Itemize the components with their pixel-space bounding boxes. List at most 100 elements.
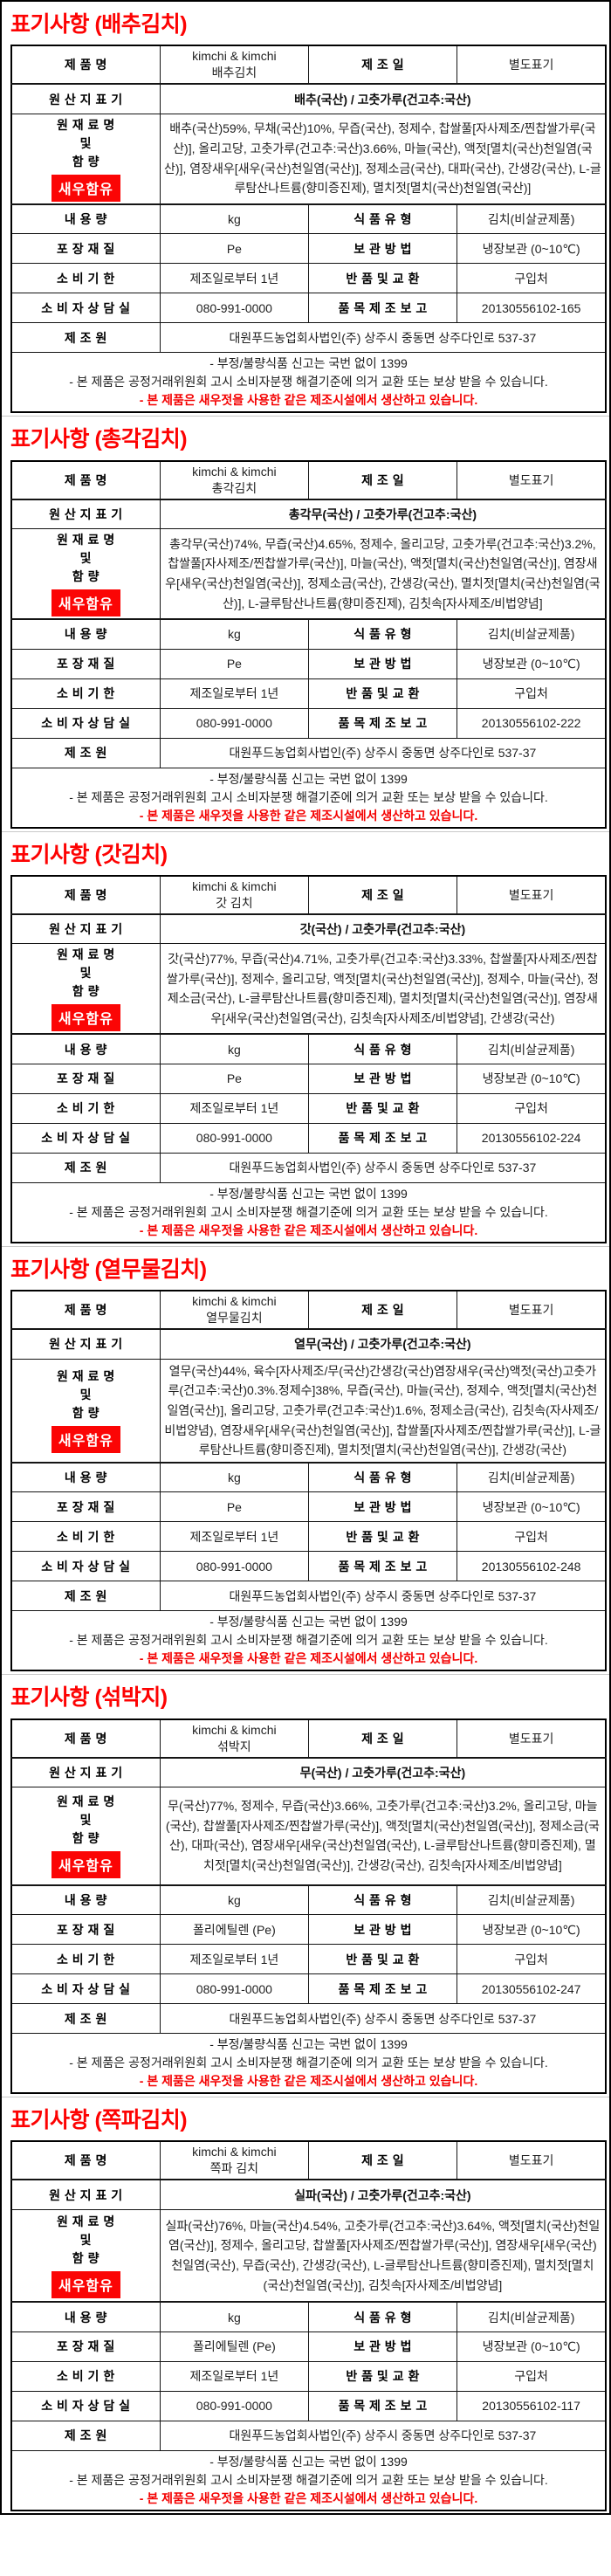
- note-line-report: - 부정/불량식품 신고는 국번 없이 1399: [209, 1186, 408, 1201]
- shrimp-allergy-badge: 새우함유: [51, 1004, 120, 1032]
- table-row: 내 용 량 kg 식 품 유 형 김치(비살균제품): [10, 203, 607, 235]
- packaging-value: 폴리에틸렌 (Pe): [159, 2331, 310, 2362]
- ingredients-label-line2: 및: [79, 966, 93, 981]
- section-divider: [2, 1245, 609, 1247]
- table-row: 소 비 자 상 담 실 080-991-0000 품 목 제 조 보 고 201…: [10, 707, 607, 739]
- table-row: 소 비 자 상 담 실 080-991-0000 품 목 제 조 보 고 201…: [10, 1122, 607, 1154]
- returns-label: 반 품 및 교 환: [307, 1092, 458, 1124]
- ingredients-label-line3: 함 량: [72, 984, 100, 999]
- table-row: 소 비 자 상 담 실 080-991-0000 품 목 제 조 보 고 201…: [10, 1551, 607, 1582]
- table-row: 포 장 재 질 Pe 보 관 방 법 냉장보관 (0~10℃): [10, 233, 607, 265]
- origin-label: 원 산 지 표 기: [10, 913, 161, 945]
- hotline-label: 소 비 자 상 담 실: [10, 2390, 161, 2421]
- manufacturer-value: 대원푸드농업회사법인(주) 상주시 중동면 상주다인로 537-37: [159, 1581, 607, 1612]
- packaging-label: 포 장 재 질: [10, 2331, 161, 2362]
- storage-value: 냉장보관 (0~10℃): [457, 1063, 607, 1094]
- manufacturer-value: 대원푸드농업회사법인(주) 상주시 중동면 상주다인로 537-37: [159, 737, 607, 768]
- ingredients-label-line1: 원 재 료 명: [57, 533, 115, 547]
- returns-value: 구입처: [457, 1092, 607, 1124]
- returns-value: 구입처: [457, 2360, 607, 2392]
- net-weight-value: kg: [159, 2301, 310, 2332]
- table-row: 포 장 재 질 폴리에틸렌 (Pe) 보 관 방 법 냉장보관 (0~10℃): [10, 1914, 607, 1946]
- hotline-label: 소 비 자 상 담 실: [10, 1551, 161, 1582]
- net-weight-value: kg: [159, 618, 310, 650]
- section-divider: [2, 416, 609, 417]
- manufacturer-value: 대원푸드농업회사법인(주) 상주시 중동면 상주다인로 537-37: [159, 2003, 607, 2035]
- section-divider: [2, 830, 609, 832]
- table-row: - 부정/불량식품 신고는 국번 없이 1399 - 본 제품은 공정거래위원회…: [10, 767, 607, 828]
- note-line-shrimp-facility: - 본 제품은 새우젓을 사용한 같은 제조시설에서 생산하고 있습니다.: [139, 1223, 478, 1237]
- product-name-value: kimchi & kimchi 갓 김치: [159, 875, 310, 915]
- shrimp-allergy-badge: 새우함유: [51, 174, 120, 202]
- product-name-en: kimchi & kimchi: [192, 1294, 277, 1308]
- note-line-report: - 부정/불량식품 신고는 국번 없이 1399: [209, 2037, 408, 2052]
- hotline-value: 080-991-0000: [159, 1551, 310, 1582]
- origin-value: 실파(국산) / 고춧가루(건고추:국산): [159, 2179, 607, 2210]
- packaging-value: 폴리에틸렌 (Pe): [159, 1914, 310, 1946]
- food-type-value: 김치(비살균제품): [457, 1033, 607, 1064]
- product-name-kr: 쪽파 김치: [209, 2161, 259, 2176]
- ingredients-value: 배추(국산)59%, 무채(국산)10%, 무즙(국산), 정제수, 찹쌀풀[자…: [159, 113, 607, 205]
- food-type-value: 김치(비살균제품): [457, 1462, 607, 1493]
- product-name-en: kimchi & kimchi: [192, 49, 277, 64]
- shrimp-allergy-badge: 새우함유: [51, 589, 120, 616]
- origin-value: 총각무(국산) / 고춧가루(건고추:국산): [159, 499, 607, 529]
- ingredients-label-line1: 원 재 료 명: [57, 1794, 115, 1809]
- product-name-kr: 총각김치: [211, 480, 257, 495]
- hotline-label: 소 비 자 상 담 실: [10, 293, 161, 324]
- report-no-value: 20130556102-224: [457, 1122, 607, 1154]
- section-baechu-kimchi: 표기사항 (배추김치) 제 품 명 kimchi & kimchi 배추김치 제…: [2, 11, 609, 417]
- origin-label: 원 산 지 표 기: [10, 1757, 161, 1788]
- table-row: 원 재 료 명 및 함 량 새우함유 열무(국산)44%, 육수[자사제조/무(…: [10, 1358, 607, 1464]
- table-row: 원 재 료 명 및 함 량 새우함유 실파(국산)76%, 마늘(국산)4.54…: [10, 2208, 607, 2304]
- product-name-en: kimchi & kimchi: [192, 464, 277, 479]
- table-row: - 부정/불량식품 신고는 국번 없이 1399 - 본 제품은 공정거래위원회…: [10, 1181, 607, 1243]
- table-row: 제 조 원 대원푸드농업회사법인(주) 상주시 중동면 상주다인로 537-37: [10, 1581, 607, 1612]
- ingredients-label-line2: 및: [79, 135, 93, 150]
- manufacture-date-value: 별도표기: [457, 460, 607, 500]
- footer-notes: - 부정/불량식품 신고는 국번 없이 1399 - 본 제품은 공정거래위원회…: [10, 2449, 607, 2511]
- note-line-compensation: - 본 제품은 공정거래위원회 고시 소비자분쟁 해결기준에 의거 교환 또는 …: [69, 2472, 548, 2487]
- packaging-label: 포 장 재 질: [10, 1914, 161, 1946]
- spec-table: 제 품 명 kimchi & kimchi 총각김치 제 조 일 별도표기 원 …: [10, 459, 607, 829]
- report-no-value: 20130556102-222: [457, 707, 607, 739]
- returns-label: 반 품 및 교 환: [307, 1521, 458, 1553]
- table-row: 포 장 재 질 Pe 보 관 방 법 냉장보관 (0~10℃): [10, 648, 607, 679]
- manufacture-date-label: 제 조 일: [307, 2140, 458, 2181]
- table-row: 원 재 료 명 및 함 량 새우함유 총각무(국산)74%, 무즙(국산)4.6…: [10, 528, 607, 620]
- shelf-life-value: 제조일로부터 1년: [159, 1521, 310, 1553]
- report-no-value: 20130556102-165: [457, 293, 607, 324]
- table-row: 원 산 지 표 기 실파(국산) / 고춧가루(건고추:국산): [10, 2179, 607, 2210]
- storage-label: 보 관 방 법: [307, 1491, 458, 1523]
- product-name-value: kimchi & kimchi 배추김치: [159, 45, 310, 86]
- shelf-life-value: 제조일로부터 1년: [159, 1944, 310, 1975]
- product-name-label: 제 품 명: [10, 460, 161, 500]
- report-no-value: 20130556102-248: [457, 1551, 607, 1582]
- manufacturer-label: 제 조 원: [10, 737, 161, 768]
- table-row: 제 조 원 대원푸드농업회사법인(주) 상주시 중동면 상주다인로 537-37: [10, 2420, 607, 2451]
- note-line-shrimp-facility: - 본 제품은 새우젓을 사용한 같은 제조시설에서 생산하고 있습니다.: [139, 1651, 478, 1666]
- footer-notes: - 부정/불량식품 신고는 국번 없이 1399 - 본 제품은 공정거래위원회…: [10, 1610, 607, 1671]
- storage-label: 보 관 방 법: [307, 648, 458, 679]
- shrimp-allergy-badge: 새우함유: [51, 2271, 120, 2299]
- shrimp-allergy-badge: 새우함유: [51, 1426, 120, 1454]
- storage-value: 냉장보관 (0~10℃): [457, 1491, 607, 1523]
- note-line-compensation: - 본 제품은 공정거래위원회 고시 소비자분쟁 해결기준에 의거 교환 또는 …: [69, 375, 548, 389]
- returns-value: 구입처: [457, 263, 607, 294]
- manufacturer-value: 대원푸드농업회사법인(주) 상주시 중동면 상주다인로 537-37: [159, 322, 607, 354]
- table-row: 제 품 명 kimchi & kimchi 섞박지 제 조 일 별도표기: [10, 1718, 607, 1759]
- table-row: 제 조 원 대원푸드농업회사법인(주) 상주시 중동면 상주다인로 537-37: [10, 1152, 607, 1183]
- table-row: - 부정/불량식품 신고는 국번 없이 1399 - 본 제품은 공정거래위원회…: [10, 2449, 607, 2511]
- ingredients-label-line3: 함 량: [72, 569, 100, 583]
- shelf-life-value: 제조일로부터 1년: [159, 678, 310, 709]
- section-title: 표기사항 (섞박지): [10, 1685, 168, 1711]
- section-title: 표기사항 (갓김치): [10, 842, 168, 867]
- shelf-life-label: 소 비 기 한: [10, 1092, 161, 1124]
- returns-label: 반 품 및 교 환: [307, 263, 458, 294]
- returns-label: 반 품 및 교 환: [307, 678, 458, 709]
- table-row: 포 장 재 질 폴리에틸렌 (Pe) 보 관 방 법 냉장보관 (0~10℃): [10, 2331, 607, 2362]
- table-row: 제 품 명 kimchi & kimchi 갓 김치 제 조 일 별도표기: [10, 875, 607, 915]
- hotline-label: 소 비 자 상 담 실: [10, 1122, 161, 1154]
- packaging-value: Pe: [159, 1063, 310, 1094]
- ingredients-label-line3: 함 량: [72, 1406, 100, 1421]
